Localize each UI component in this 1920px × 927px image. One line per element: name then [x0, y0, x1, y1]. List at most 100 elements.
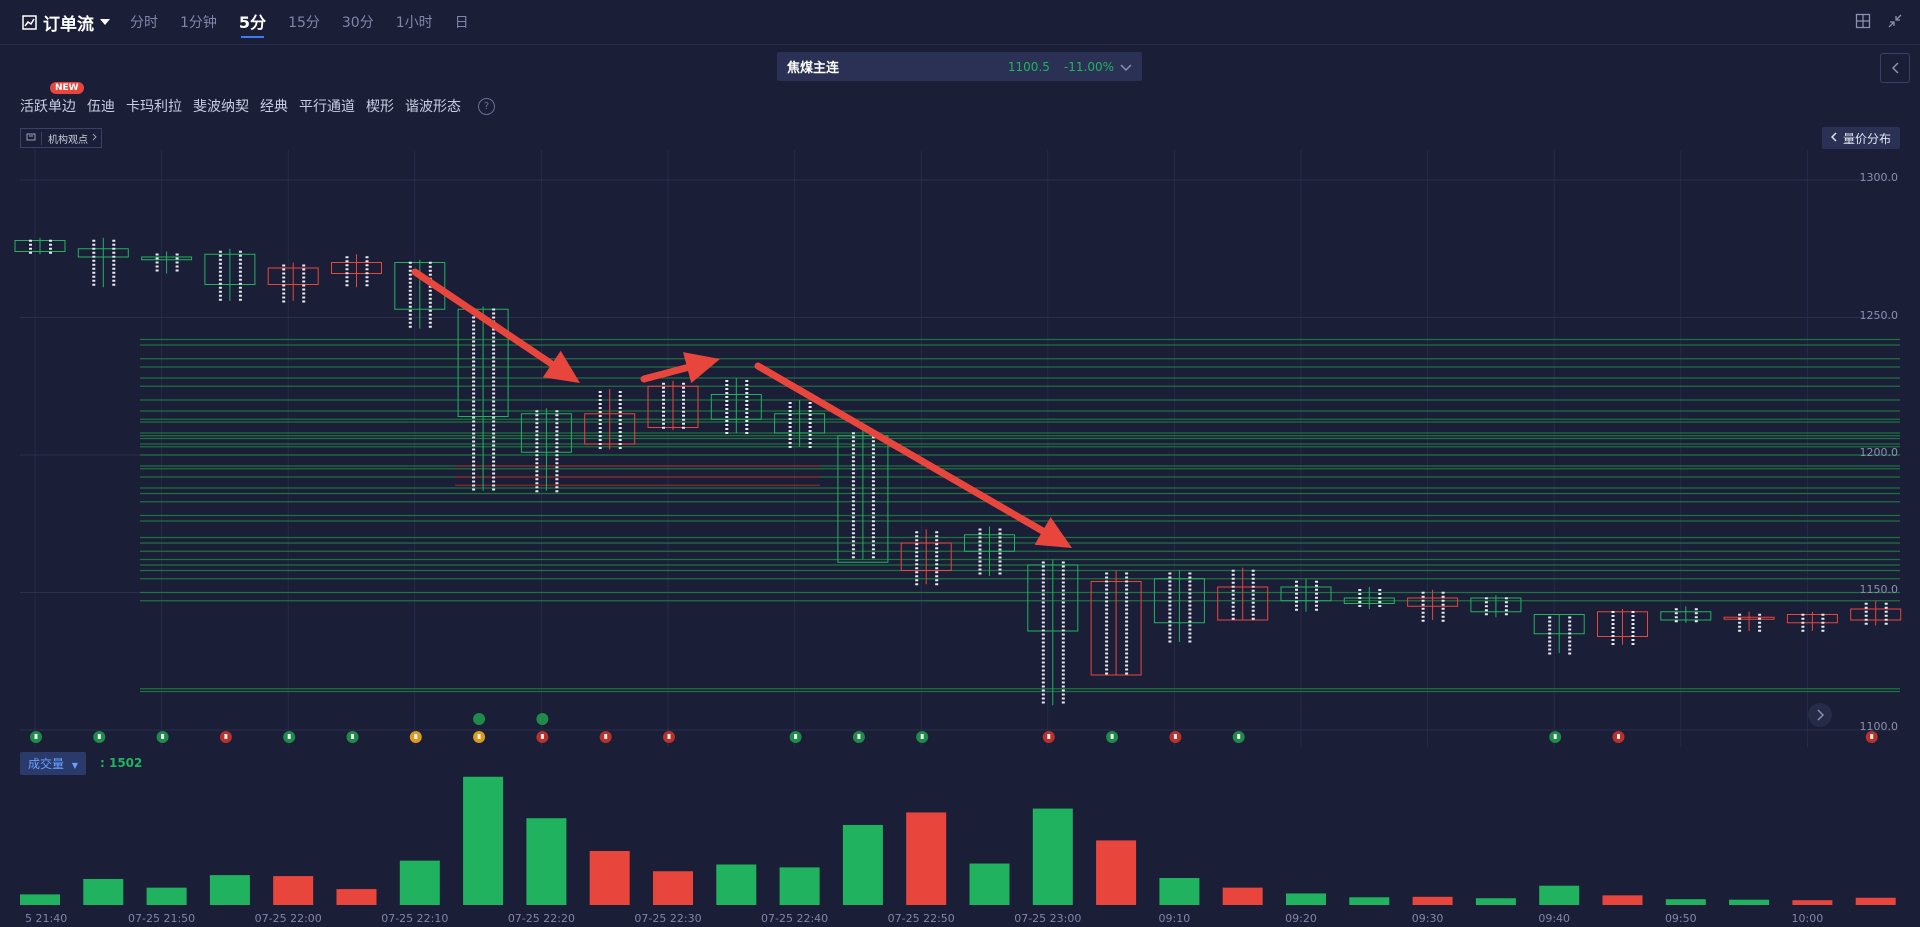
- flow-tick: [1125, 652, 1129, 655]
- flow-tick: [535, 466, 539, 469]
- signal-glyph: [1173, 734, 1177, 739]
- flow-tick: [978, 560, 982, 563]
- flow-tick: [1041, 605, 1045, 608]
- tool-classic[interactable]: 经典: [260, 99, 288, 115]
- flow-tick: [1295, 604, 1298, 607]
- tool-fibonacci[interactable]: 斐波纳契: [193, 99, 249, 115]
- flow-tick: [1061, 697, 1065, 700]
- flow-tick: [998, 536, 1002, 539]
- flow-tick: [428, 273, 432, 276]
- orderflow-chart[interactable]: [0, 150, 1920, 747]
- flow-tick: [302, 300, 306, 303]
- volume-bar: [20, 894, 60, 905]
- flow-tick: [408, 261, 412, 264]
- flow-tick: [871, 476, 875, 479]
- flow-tick: [935, 575, 939, 578]
- tab-timeframe-15min[interactable]: 15分: [288, 15, 320, 31]
- candle: [394, 259, 446, 329]
- flow-tick: [282, 268, 286, 271]
- flow-tick: [851, 480, 855, 483]
- flow-tick: [851, 440, 855, 443]
- flow-tick: [492, 400, 496, 403]
- flow-tick: [662, 394, 665, 397]
- orderflow-selector[interactable]: 订单流: [22, 10, 110, 35]
- flow-tick: [492, 352, 496, 355]
- flow-tick: [1568, 636, 1572, 639]
- flow-tick: [1504, 613, 1508, 616]
- flow-tick: [1738, 617, 1742, 620]
- flow-tick: [492, 392, 496, 395]
- volume-bar: [209, 875, 250, 905]
- flow-tick: [998, 556, 1002, 559]
- flow-tick: [492, 472, 496, 475]
- flow-tick: [1631, 615, 1635, 617]
- flow-tick: [1378, 593, 1382, 595]
- new-badge: NEW: [50, 82, 84, 94]
- tab-timeframe-5min[interactable]: 5分: [238, 13, 267, 38]
- candle: [1090, 570, 1142, 676]
- flow-tick: [472, 468, 476, 471]
- flow-tick: [1105, 628, 1109, 631]
- flow-tick: [112, 239, 116, 242]
- flow-tick: [1738, 621, 1742, 624]
- flow-tick: [1611, 631, 1615, 633]
- flow-tick: [472, 376, 476, 379]
- grid-layout-icon[interactable]: [1854, 12, 1872, 30]
- tool-woodie[interactable]: 伍迪: [87, 99, 115, 115]
- tab-timeframe-day[interactable]: 日: [454, 15, 469, 31]
- flow-tick: [1251, 569, 1255, 572]
- flow-tick: [851, 484, 855, 487]
- flow-tick: [1821, 617, 1825, 620]
- tool-wedge[interactable]: 楔形: [366, 99, 394, 115]
- flow-tick: [555, 426, 559, 429]
- flow-tick: [428, 297, 432, 300]
- contract-name: 焦煤主连: [787, 61, 840, 76]
- flow-tick: [1548, 644, 1552, 647]
- tool-camarilla[interactable]: 卡玛利拉: [126, 99, 182, 115]
- tab-timeframe-fenshi[interactable]: 分时: [130, 15, 158, 31]
- flow-tick: [1548, 628, 1552, 631]
- flow-tick: [1251, 581, 1255, 584]
- flow-tick: [535, 430, 539, 433]
- help-icon[interactable]: ?: [478, 97, 495, 115]
- scroll-right-button[interactable]: [1808, 703, 1832, 727]
- tab-timeframe-30min[interactable]: 30分: [341, 15, 374, 31]
- flow-tick: [1504, 601, 1508, 604]
- flow-tick: [1295, 584, 1298, 587]
- flow-tick: [555, 442, 559, 445]
- flow-tick: [472, 324, 476, 327]
- flow-tick: [1801, 617, 1805, 620]
- flow-tick: [618, 439, 622, 441]
- signal-icon: [599, 731, 612, 743]
- tab-timeframe-1min[interactable]: 1分钟: [180, 15, 217, 31]
- tool-parallel-channel[interactable]: 平行通道: [299, 99, 355, 115]
- flow-tick: [871, 516, 875, 519]
- indicator-select[interactable]: 成交量 ▼: [20, 751, 86, 775]
- volume-price-distribution-button[interactable]: 量价分布: [1822, 127, 1900, 149]
- signal-glyph: [414, 734, 418, 739]
- flow-tick: [472, 380, 476, 383]
- signal-icon: [1106, 731, 1119, 743]
- signal-icon: [346, 731, 359, 743]
- contract-selector[interactable]: 焦煤主连 1100.5 -11.00%: [777, 52, 1142, 81]
- collapse-panel-button[interactable]: [1880, 53, 1910, 83]
- tool-active-oneside[interactable]: 活跃单边 NEW: [20, 82, 84, 116]
- tool-harmonic[interactable]: 谐波形态: [405, 99, 461, 115]
- flow-tick: [492, 312, 496, 315]
- flow-tick: [472, 316, 476, 319]
- candle-body: [267, 267, 319, 285]
- flow-tick: [1568, 640, 1572, 643]
- institution-view-button[interactable]: 机构观点: [20, 128, 102, 148]
- institution-view-label: 机构观点: [48, 134, 88, 146]
- flow-tick: [998, 548, 1002, 551]
- volume-bar: [83, 878, 124, 905]
- flow-tick: [1315, 580, 1318, 583]
- flow-tick: [598, 443, 602, 445]
- shrink-icon[interactable]: [1886, 12, 1904, 30]
- flow-tick: [492, 412, 496, 415]
- tab-timeframe-1hour[interactable]: 1小时: [395, 15, 433, 31]
- signal-glyph: [920, 734, 924, 739]
- candle-body: [1660, 611, 1712, 621]
- flow-tick: [472, 428, 476, 431]
- flow-tick: [238, 290, 242, 293]
